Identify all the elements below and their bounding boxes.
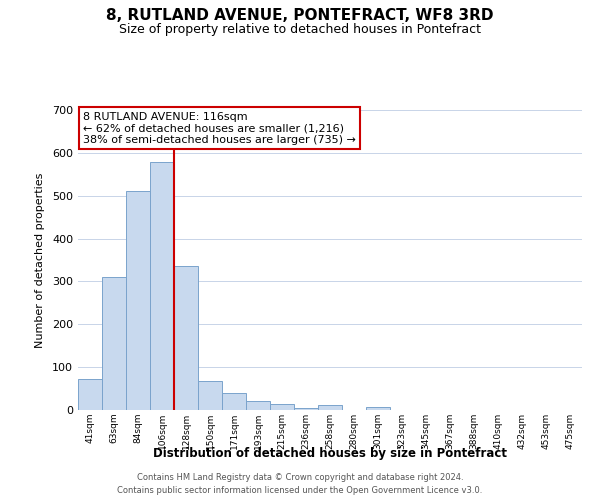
Bar — [102, 277, 126, 410]
Bar — [222, 393, 246, 410]
Bar — [246, 402, 270, 410]
Text: 8, RUTLAND AVENUE, PONTEFRACT, WF8 3RD: 8, RUTLAND AVENUE, PONTEFRACT, WF8 3RD — [106, 8, 494, 22]
Bar — [174, 266, 198, 410]
Bar — [318, 405, 342, 410]
Bar — [150, 162, 174, 410]
Text: 8 RUTLAND AVENUE: 116sqm
← 62% of detached houses are smaller (1,216)
38% of sem: 8 RUTLAND AVENUE: 116sqm ← 62% of detach… — [83, 112, 356, 144]
Bar — [294, 408, 318, 410]
Bar — [78, 379, 102, 410]
Bar — [366, 406, 390, 410]
Text: Size of property relative to detached houses in Pontefract: Size of property relative to detached ho… — [119, 22, 481, 36]
Text: Contains HM Land Registry data © Crown copyright and database right 2024.
Contai: Contains HM Land Registry data © Crown c… — [118, 474, 482, 495]
Bar — [198, 381, 222, 410]
Bar — [270, 404, 294, 410]
Y-axis label: Number of detached properties: Number of detached properties — [35, 172, 45, 348]
Text: Distribution of detached houses by size in Pontefract: Distribution of detached houses by size … — [153, 448, 507, 460]
Bar — [126, 192, 150, 410]
